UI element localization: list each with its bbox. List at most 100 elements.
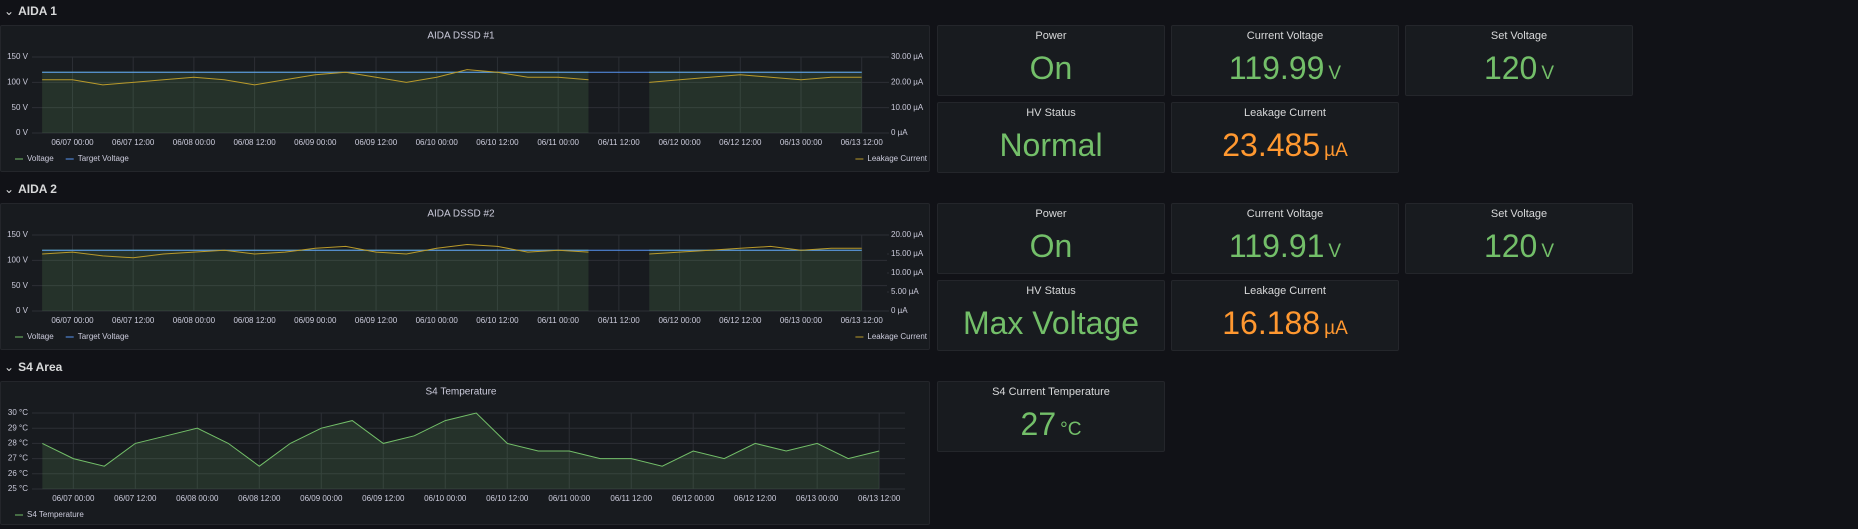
x-tick-label: 06/09 00:00 (300, 494, 343, 503)
stat-unit: °C (1060, 419, 1082, 440)
stat-value: 120 (1483, 50, 1538, 86)
chart: AIDA DSSD #2 0 V 50 V 100 V 150 V 0 µA 5.00 µA… (7, 209, 928, 341)
x-tick-label: 06/13 00:00 (780, 316, 823, 325)
stat-value-box: Normal (938, 125, 1164, 165)
y2-tick-label: 5.00 µA (891, 287, 919, 296)
row-title[interactable]: ⌄ S4 Area (4, 360, 62, 374)
legend-label[interactable]: S4 Temperature (27, 510, 84, 519)
x-tick-label: 06/12 12:00 (719, 138, 762, 147)
x-tick-label: 06/11 12:00 (598, 316, 640, 325)
row-title-text: S4 Area (18, 360, 63, 374)
legend-label[interactable]: Target Voltage (78, 154, 130, 163)
x-tick-label: 06/10 00:00 (416, 316, 459, 325)
chart-title: S4 Temperature (426, 387, 497, 398)
stat-value: Normal (999, 127, 1103, 163)
legend-label[interactable]: Leakage Current (867, 332, 927, 341)
stat-unit: µA (1324, 318, 1348, 339)
area (42, 72, 862, 133)
stat-title: Power (1035, 208, 1067, 220)
stat-unit: V (1541, 63, 1555, 84)
stat-title: Current Voltage (1246, 208, 1324, 220)
y-tick-label: 50 V (12, 103, 29, 112)
stat-title: Set Voltage (1490, 30, 1548, 42)
x-tick-label: 06/13 00:00 (796, 494, 839, 503)
y2-tick-label: 10.00 µA (891, 103, 924, 112)
legend-label[interactable]: Target Voltage (78, 332, 130, 341)
stat-value-box: 119.91 V (1172, 226, 1398, 272)
stat-panel: S4 Current Temperature 27 °C (937, 381, 1165, 452)
x-tick-label: 06/12 00:00 (658, 316, 701, 325)
stat-value-box: On (938, 48, 1164, 88)
y-tick-label: 100 V (7, 255, 29, 264)
row-title-text: AIDA 1 (18, 4, 57, 18)
x-tick-label: 06/13 12:00 (841, 138, 884, 147)
y-tick-label: 28 °C (8, 439, 28, 448)
stat-value-box: 119.99 V (1172, 48, 1398, 94)
x-tick-label: 06/12 00:00 (658, 138, 701, 147)
y-tick-label: 0 V (16, 306, 29, 315)
legend-label[interactable]: Voltage (27, 332, 54, 341)
stat-value: On (1029, 228, 1073, 264)
x-tick-label: 06/13 12:00 (841, 316, 884, 325)
stat-panel: Leakage Current 16.188 µA (1171, 280, 1399, 351)
stat-title: Leakage Current (1244, 285, 1326, 297)
x-tick-label: 06/07 00:00 (51, 138, 94, 147)
x-tick-label: 06/09 12:00 (362, 494, 405, 503)
y2-tick-label: 10.00 µA (891, 268, 924, 277)
legend-label[interactable]: Voltage (27, 154, 54, 163)
stat-title: HV Status (1026, 107, 1076, 119)
row-title[interactable]: ⌄ AIDA 2 (4, 182, 57, 196)
x-tick-label: 06/07 12:00 (114, 494, 157, 503)
stat-value-box: 120 V (1406, 48, 1632, 94)
x-tick-label: 06/08 12:00 (233, 138, 276, 147)
stat-panel: Current Voltage 119.99 V (1171, 25, 1399, 96)
stat-value-box: On (938, 226, 1164, 266)
chart-title: AIDA DSSD #2 (427, 209, 495, 220)
x-tick-label: 06/08 00:00 (176, 494, 219, 503)
stat-value: On (1029, 50, 1073, 86)
chart-panel: AIDA DSSD #1 0 V 50 V 100 V 150 V 0 µA 10.00 µ… (0, 25, 930, 172)
x-tick-label: 06/07 00:00 (52, 494, 95, 503)
chart-panel: S4 Temperature 25 °C 26 °C 27 °C 28 °C 29 °C 3… (0, 381, 930, 525)
x-tick-label: 06/13 00:00 (780, 138, 823, 147)
y2-tick-label: 0 µA (891, 306, 908, 315)
x-tick-label: 06/12 12:00 (719, 316, 762, 325)
stat-title: HV Status (1026, 285, 1076, 297)
y-tick-label: 150 V (7, 52, 29, 61)
y-tick-label: 100 V (7, 77, 29, 86)
stat-panel: Leakage Current 23.485 µA (1171, 102, 1399, 173)
row-title[interactable]: ⌄ AIDA 1 (4, 4, 57, 18)
chevron: ⌄ (4, 360, 15, 374)
x-tick-label: 06/07 00:00 (51, 316, 94, 325)
x-tick-label: 06/10 00:00 (416, 138, 459, 147)
x-tick-label: 06/10 12:00 (476, 316, 519, 325)
stat-value: 16.188 (1222, 305, 1321, 341)
stat-unit: V (1541, 241, 1555, 262)
y-tick-label: 27 °C (8, 454, 28, 463)
stat-panel: HV Status Max Voltage (937, 280, 1165, 351)
x-tick-label: 06/11 00:00 (548, 494, 590, 503)
stat-value-box: Max Voltage (938, 303, 1164, 343)
x-tick-label: 06/07 12:00 (112, 138, 155, 147)
y2-tick-label: 20.00 µA (891, 77, 924, 86)
x-tick-label: 06/11 00:00 (537, 138, 579, 147)
line (42, 243, 862, 259)
y-tick-label: 30 °C (8, 408, 28, 417)
legend-label[interactable]: Leakage Current (867, 154, 927, 163)
stat-title: Current Voltage (1246, 30, 1324, 42)
area (42, 250, 862, 311)
y2-tick-label: 0 µA (891, 128, 908, 137)
stat-unit: µA (1324, 140, 1348, 161)
stat-title: Leakage Current (1244, 107, 1326, 119)
x-tick-label: 06/12 12:00 (734, 494, 777, 503)
stat-value: 119.99 (1228, 50, 1325, 86)
x-tick-label: 06/11 12:00 (598, 138, 640, 147)
y-tick-label: 0 V (16, 128, 29, 137)
stat-value: Max Voltage (962, 305, 1140, 341)
stat-panel: Current Voltage 119.91 V (1171, 203, 1399, 274)
stat-panel: HV Status Normal (937, 102, 1165, 173)
chart-panel: AIDA DSSD #2 0 V 50 V 100 V 150 V 0 µA 5.00 µA… (0, 203, 930, 350)
x-tick-label: 06/09 00:00 (294, 138, 337, 147)
y2-tick-label: 15.00 µA (891, 249, 924, 258)
stat-value-box: 27 °C (938, 404, 1164, 450)
